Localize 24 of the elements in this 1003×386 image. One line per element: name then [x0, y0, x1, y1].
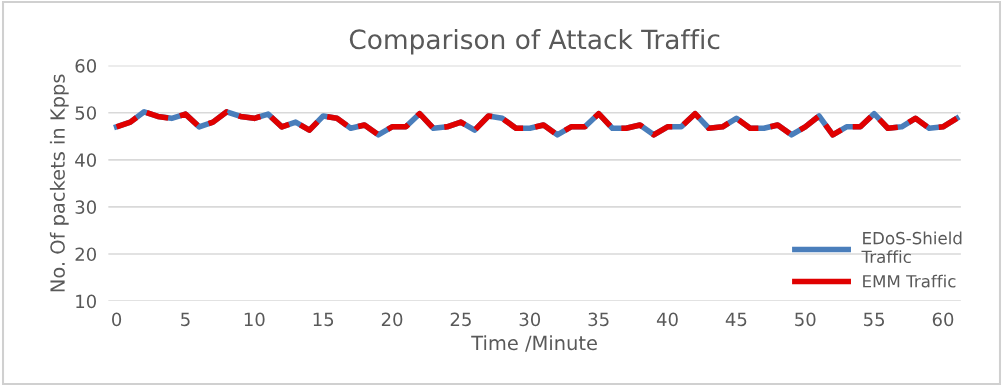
x-tick-label: 45: [725, 312, 747, 327]
x-tick-label: 60: [932, 312, 954, 327]
x-tick-label: 35: [588, 312, 609, 327]
x-tick-label: 10: [244, 312, 265, 327]
y-tick-label: 10: [76, 294, 97, 309]
y-axis-title: No. Of packets in Kpps: [49, 74, 69, 292]
x-tick-label: 30: [519, 312, 541, 327]
y-tick-label: 60: [75, 59, 97, 73]
y-tick-label: 20: [75, 247, 97, 262]
legend-label: EDoS-Shield Traffic: [861, 231, 962, 264]
y-tick-label: 40: [75, 153, 97, 167]
x-tick-label: 0: [112, 312, 122, 327]
y-tick-label: 30: [75, 200, 97, 215]
x-tick-label: 40: [656, 312, 678, 327]
x-tick-label: 50: [795, 312, 816, 327]
x-tick-label: 25: [450, 312, 471, 327]
x-tick-label: 5: [181, 312, 190, 327]
y-tick-label: 50: [75, 106, 97, 120]
legend-label: EMM Traffic: [863, 274, 956, 288]
chart-title: Comparison of Attack Traffic: [349, 28, 720, 55]
x-tick-label: 15: [313, 312, 334, 327]
x-axis-title: Time /Minute: [471, 335, 597, 352]
x-tick-label: 20: [381, 312, 403, 327]
x-tick-label: 55: [864, 312, 885, 327]
